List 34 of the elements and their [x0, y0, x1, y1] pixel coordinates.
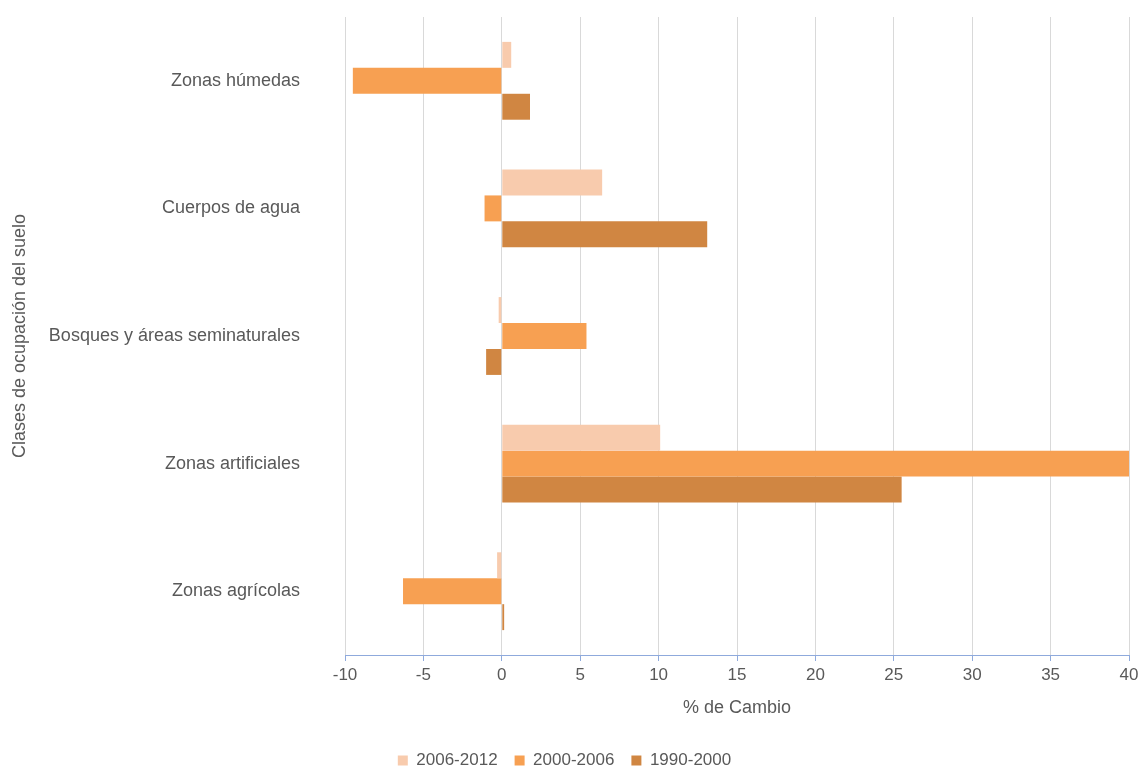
x-tick-label: 35 — [1041, 664, 1061, 684]
bar — [502, 93, 531, 120]
y-tick-label: Zonas agrícolas — [171, 580, 300, 601]
bar — [502, 41, 512, 68]
x-tick-label: 30 — [962, 664, 982, 684]
bar — [502, 323, 587, 349]
bar — [486, 348, 502, 375]
y-axis-title: Clases de ocupación del suelo — [8, 213, 29, 459]
bar — [403, 578, 502, 605]
x-tick-label: 25 — [884, 664, 904, 684]
x-tick-label: -5 — [415, 664, 431, 684]
x-tick-label: 10 — [649, 664, 669, 684]
x-tick-label: 40 — [1119, 664, 1138, 684]
bar — [484, 195, 502, 222]
bar — [502, 221, 708, 248]
legend-label: 2006-2012 — [416, 750, 498, 769]
bar — [497, 552, 502, 579]
bar — [352, 67, 502, 94]
y-tick-label: Cuerpos de agua — [161, 197, 301, 218]
legend-label: 1990-2000 — [649, 750, 732, 769]
y-tick-label: Zonas húmedas — [170, 69, 300, 90]
legend-label: 2000-2006 — [533, 750, 615, 769]
x-tick-label: 5 — [575, 664, 585, 684]
x-axis-title: % de Cambio — [682, 697, 792, 718]
y-tick-label: Zonas artificiales — [164, 452, 300, 473]
y-tick-label: Bosques y áreas seminaturales — [48, 324, 300, 345]
x-tick-label: 20 — [805, 664, 825, 684]
bar — [502, 424, 661, 451]
x-tick-label: -10 — [332, 664, 358, 684]
x-tick-label: 15 — [727, 664, 747, 684]
bar — [502, 476, 902, 503]
bar — [502, 450, 1129, 477]
x-tick-label: 0 — [497, 664, 507, 684]
bar — [502, 169, 603, 196]
